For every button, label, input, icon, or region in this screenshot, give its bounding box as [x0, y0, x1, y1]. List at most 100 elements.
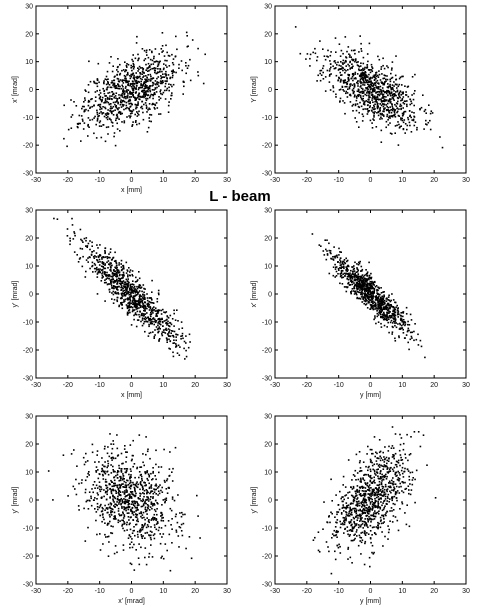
y-tick-label: 20: [264, 236, 272, 243]
data-point: [144, 330, 146, 333]
data-point: [115, 262, 118, 265]
data-point: [139, 72, 141, 74]
data-point: [339, 264, 342, 267]
data-point: [159, 90, 161, 93]
data-point: [336, 513, 338, 516]
data-point: [118, 271, 121, 273]
data-point: [404, 323, 407, 325]
data-point: [116, 275, 119, 277]
data-point: [179, 512, 181, 514]
data-point: [154, 88, 157, 90]
data-point: [99, 514, 101, 517]
data-point: [135, 523, 137, 526]
data-point: [135, 492, 137, 495]
data-point: [73, 231, 75, 233]
data-point: [128, 267, 130, 269]
data-point: [90, 504, 93, 507]
data-point: [125, 69, 127, 71]
data-point: [126, 307, 129, 310]
data-point: [368, 301, 370, 304]
data-point: [153, 89, 155, 91]
data-point: [150, 77, 152, 80]
data-point: [383, 74, 386, 76]
data-point: [142, 535, 144, 537]
data-point: [116, 274, 118, 276]
data-point: [96, 492, 99, 494]
data-point: [375, 92, 377, 94]
data-point: [126, 269, 129, 271]
data-point: [335, 266, 338, 268]
data-point: [111, 273, 114, 275]
data-point: [125, 506, 127, 509]
data-point: [366, 64, 369, 66]
data-point: [168, 347, 170, 350]
data-point: [122, 544, 125, 546]
data-point: [131, 270, 134, 272]
data-point: [360, 81, 362, 83]
x-axis-label: x [mm]: [121, 392, 142, 399]
data-point: [196, 494, 198, 497]
data-point: [100, 111, 102, 113]
data-point: [146, 471, 148, 474]
data-point: [116, 266, 118, 269]
data-point: [355, 509, 358, 511]
data-points: [47, 433, 201, 572]
data-point: [352, 273, 355, 276]
data-point: [366, 299, 368, 302]
data-point: [389, 117, 391, 119]
data-point: [142, 293, 144, 296]
data-point: [88, 126, 90, 128]
data-point: [110, 491, 113, 493]
data-point: [127, 275, 129, 278]
data-point: [348, 491, 351, 493]
data-point: [372, 302, 374, 305]
data-point: [120, 289, 122, 291]
data-point: [356, 296, 359, 299]
data-point: [401, 459, 404, 461]
data-point: [147, 507, 149, 510]
data-point: [101, 272, 103, 275]
data-point: [138, 304, 141, 307]
data-point: [341, 283, 344, 285]
data-point: [378, 439, 381, 441]
data-point: [149, 113, 151, 116]
data-point: [181, 335, 184, 337]
data-point: [155, 518, 157, 520]
data-point: [103, 92, 106, 95]
data-point: [179, 346, 181, 348]
data-point: [156, 298, 159, 300]
data-point: [112, 440, 114, 442]
data-point: [339, 257, 342, 259]
data-point: [114, 266, 116, 269]
data-point: [371, 97, 374, 99]
data-point: [133, 74, 135, 77]
data-point: [148, 332, 151, 335]
data-point: [373, 301, 376, 303]
data-point: [130, 302, 133, 305]
data-point: [356, 519, 359, 521]
data-point: [350, 291, 352, 294]
data-point: [154, 61, 157, 63]
data-point: [390, 101, 392, 103]
data-point: [332, 274, 335, 277]
data-point: [121, 96, 124, 98]
data-point: [104, 522, 106, 524]
data-point: [368, 484, 371, 486]
data-point: [361, 274, 364, 276]
data-point: [136, 104, 139, 106]
data-point: [357, 280, 360, 283]
data-point: [140, 535, 143, 538]
data-point: [380, 141, 383, 143]
data-point: [101, 100, 103, 102]
data-point: [141, 48, 144, 50]
data-point: [138, 504, 140, 506]
data-point: [118, 464, 120, 467]
data-point: [342, 260, 345, 263]
data-point: [117, 102, 119, 105]
x-tick-label: 0: [130, 588, 134, 595]
data-point: [126, 96, 128, 98]
data-point: [112, 469, 114, 471]
x-tick-label: 30: [462, 382, 470, 389]
data-point: [107, 460, 109, 462]
data-point: [374, 103, 376, 106]
